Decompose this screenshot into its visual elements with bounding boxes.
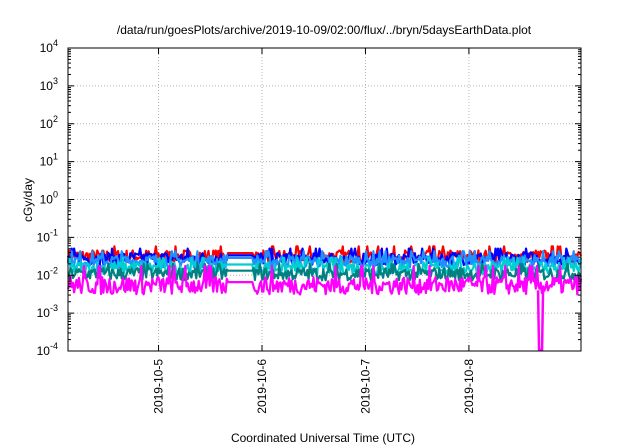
y-tick-exponent: -4	[50, 341, 58, 351]
y-tick-base: 10	[40, 117, 54, 131]
y-tick-label: 100	[40, 190, 58, 207]
y-tick-base: 10	[40, 79, 54, 93]
y-tick-exponent: 2	[53, 114, 58, 124]
x-tick-label: 2019-10-5	[152, 359, 166, 414]
y-tick-base: 10	[37, 306, 51, 320]
series-group	[66, 245, 583, 352]
y-tick-base: 10	[40, 41, 54, 55]
y-tick-label: 101	[40, 152, 58, 169]
y-tick-exponent: 0	[53, 190, 58, 200]
y-tick-exponent: -3	[50, 303, 58, 313]
y-tick-exponent: -2	[50, 265, 58, 275]
y-tick-label: 10-4	[37, 341, 58, 358]
plot-frame	[67, 47, 582, 352]
chart-title: /data/run/goesPlots/archive/2019-10-09/0…	[117, 23, 532, 37]
y-tick-exponent: 4	[53, 38, 58, 48]
x-tick-label: 2019-10-7	[358, 359, 372, 414]
x-axis: 2019-10-5 2019-10-6 2019-10-7 2019-10-8	[152, 48, 476, 414]
y-tick-base: 10	[40, 155, 54, 169]
y-tick-base: 10	[37, 230, 51, 244]
y-tick-label: 103	[40, 76, 58, 93]
x-tick-label: 2019-10-8	[462, 359, 476, 414]
series-line	[67, 262, 583, 282]
series-line	[536, 290, 545, 352]
y-tick-exponent: 3	[53, 76, 58, 86]
x-tick-label: 2019-10-6	[255, 359, 269, 414]
y-tick-label: 102	[40, 114, 58, 131]
series-line	[66, 247, 583, 266]
series-line	[66, 256, 583, 276]
grid	[68, 48, 581, 351]
y-tick-label: 10-2	[37, 265, 58, 282]
y-tick-exponent: -1	[50, 227, 58, 237]
series-line	[67, 250, 582, 269]
series-line	[66, 264, 583, 296]
y-tick-label: 104	[40, 38, 58, 55]
y-tick-base: 10	[40, 193, 54, 207]
y-tick-label: 10-1	[37, 227, 58, 244]
x-axis-label: Coordinated Universal Time (UTC)	[231, 431, 415, 445]
y-tick-exponent: 1	[53, 152, 58, 162]
y-tick-base: 10	[37, 268, 51, 282]
y-tick-base: 10	[37, 344, 51, 358]
y-axis-label: cGy/day	[21, 178, 35, 222]
y-tick-label: 10-3	[37, 303, 58, 320]
